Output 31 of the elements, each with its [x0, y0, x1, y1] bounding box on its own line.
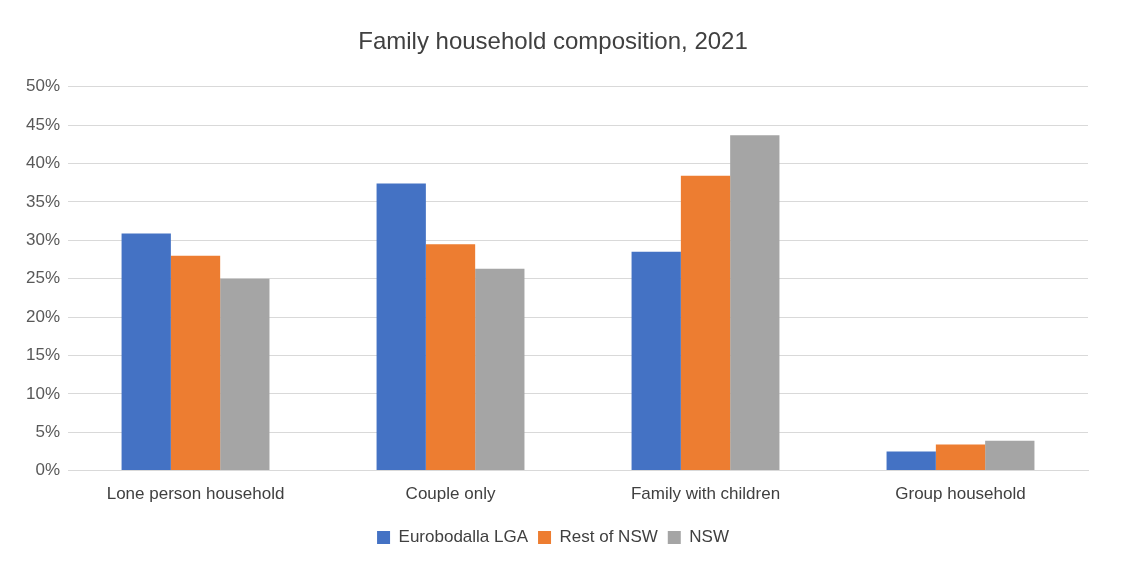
y-tick-label: 30% — [25, 230, 61, 250]
bar — [170, 255, 221, 471]
x-tick-label: Lone person household — [106, 484, 285, 504]
bar — [886, 451, 936, 471]
x-tick-label: Couple only — [405, 484, 496, 504]
bar — [631, 251, 681, 471]
y-tick-label: 15% — [25, 345, 61, 365]
legend-label: Eurobodalla LGA — [398, 527, 529, 547]
y-tick-label: 50% — [25, 76, 61, 96]
y-tick-label: 25% — [25, 268, 61, 288]
y-tick-label: 0% — [35, 460, 61, 480]
legend-label: NSW — [689, 527, 729, 547]
y-tick-label: 35% — [25, 191, 61, 211]
y-tick-label: 10% — [25, 383, 61, 403]
bar — [935, 444, 986, 471]
bar — [475, 268, 525, 471]
x-tick-label: Family with children — [630, 484, 781, 504]
bar — [730, 135, 780, 471]
bar — [680, 175, 731, 471]
y-tick-label: 40% — [25, 153, 61, 173]
bar — [985, 440, 1035, 471]
chart-title: Family household composition, 2021 — [358, 27, 748, 55]
bar — [220, 278, 270, 471]
y-tick-label: 45% — [25, 114, 61, 134]
y-tick-label: 20% — [25, 306, 61, 326]
bar — [376, 183, 426, 471]
legend-label: Rest of NSW — [559, 527, 658, 547]
x-tick-label: Group household — [895, 484, 1026, 504]
bar — [425, 244, 476, 471]
bar — [121, 233, 171, 471]
y-tick-label: 5% — [35, 421, 61, 441]
